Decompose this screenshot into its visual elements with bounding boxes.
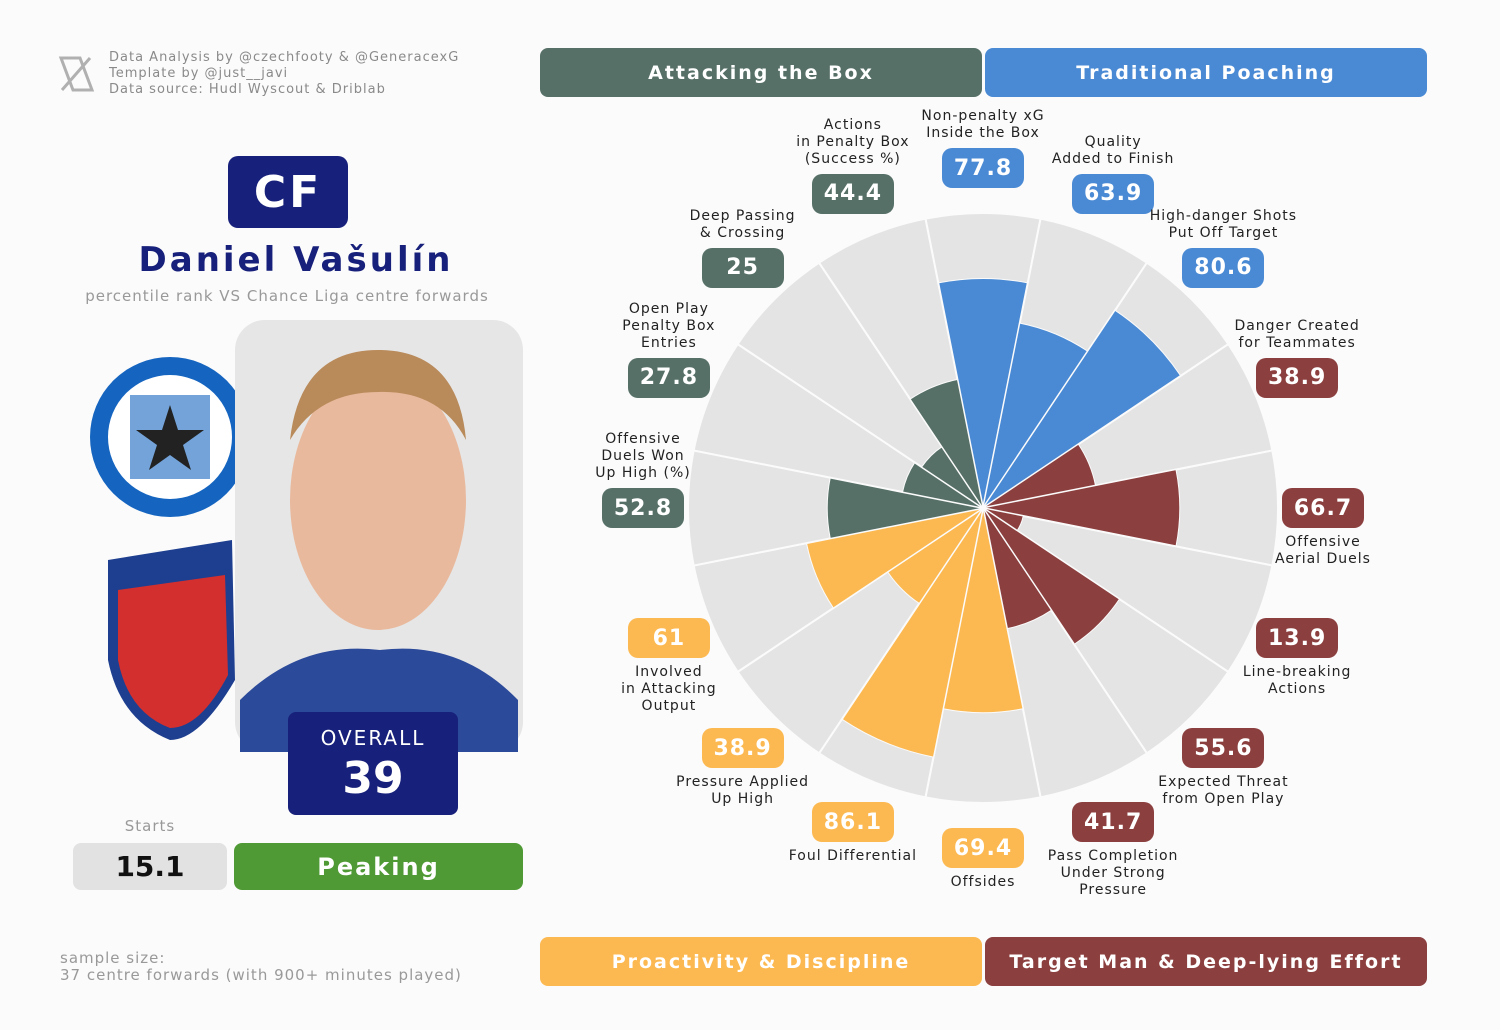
legend-item: Proactivity & Discipline [540, 937, 982, 986]
category-label: Deep Passing & Crossing [689, 207, 796, 241]
value-label: 66.7 [1282, 488, 1364, 528]
category-label: Actions in Penalty Box (Success %) [796, 116, 910, 167]
value-label: 86.1 [811, 802, 894, 843]
position-badge [228, 156, 348, 228]
value-label: 52.8 [602, 488, 684, 528]
category-label: Open Play Penalty Box Entries [622, 300, 716, 351]
value-label: 61 [627, 618, 710, 659]
position: CF [253, 166, 323, 218]
x-logo [58, 56, 95, 92]
value-label: 69.4 [942, 828, 1024, 868]
value-label: 38.9 [701, 728, 784, 769]
category-label: Pass Completion Under Strong Pressure [1047, 848, 1179, 899]
slice-background [982, 507, 1274, 674]
status: Peaking [317, 852, 440, 881]
club-logo-star [136, 405, 204, 470]
value-label: 25 [701, 247, 784, 288]
category-label: Pressure Applied Up High [676, 774, 810, 808]
bar [909, 378, 984, 509]
legend-item: Target Man & Deep-lying Effort [985, 937, 1427, 986]
legend-item: Traditional Poaching [985, 48, 1427, 97]
overall-badge [288, 712, 458, 815]
category-label: Line-breaking Actions [1242, 664, 1352, 698]
value-label: 13.9 [1256, 618, 1339, 659]
value-label: 27.8 [627, 357, 710, 398]
player-name: Daniel Vašulín [138, 240, 454, 280]
value-label: 55.6 [1182, 728, 1265, 769]
category-label: Offensive Duels Won Up High (%) [595, 431, 691, 481]
value-label: 77.8 [942, 148, 1024, 188]
sample-size: sample size: [60, 949, 166, 967]
overall-value: 39 [342, 752, 404, 804]
starts-label: Starts [124, 817, 176, 835]
category-label: Offsides [950, 874, 1016, 890]
photo-face [290, 370, 466, 630]
category-label: Quality Added to Finish [1051, 133, 1175, 167]
category-label: Expected Threat from Open Play [1158, 774, 1289, 808]
slice-background [736, 261, 984, 509]
legend-item: Attacking the Box [540, 48, 982, 97]
starts-box [73, 843, 227, 890]
credit: Data Analysis by @czechfooty & @Generace… [109, 50, 460, 65]
credit: Data source: Hudl Wyscout & Driblab [109, 82, 386, 97]
photo-hair [290, 350, 466, 440]
value-label: 63.9 [1072, 173, 1155, 214]
value-label: 41.7 [1072, 802, 1155, 843]
value-label: 38.9 [1256, 357, 1339, 398]
subtitle: percentile rank VS Chance Liga centre fo… [85, 287, 489, 305]
category-label: Involved in Attacking Output [621, 664, 717, 715]
category-label: Danger Created for Teammates [1234, 317, 1360, 351]
starts-value: 15.1 [115, 850, 185, 883]
category-label: Foul Differential [788, 848, 918, 865]
status-box [234, 843, 523, 890]
club-logo-2-inner [118, 575, 228, 728]
category-label: High-danger Shots Put Off Target [1149, 207, 1298, 241]
category-label: Non-penalty xG Inside the Box [921, 108, 1045, 141]
value-label: 44.4 [811, 173, 894, 214]
overall-label: OVERALL [320, 726, 426, 750]
sample-size: 37 centre forwards (with 900+ minutes pl… [60, 966, 462, 984]
value-label: 80.6 [1182, 247, 1265, 288]
category-label: Offensive Aerial Duels [1275, 534, 1371, 567]
credit: Template by @just__javi [109, 66, 289, 81]
slice-background [692, 342, 984, 509]
